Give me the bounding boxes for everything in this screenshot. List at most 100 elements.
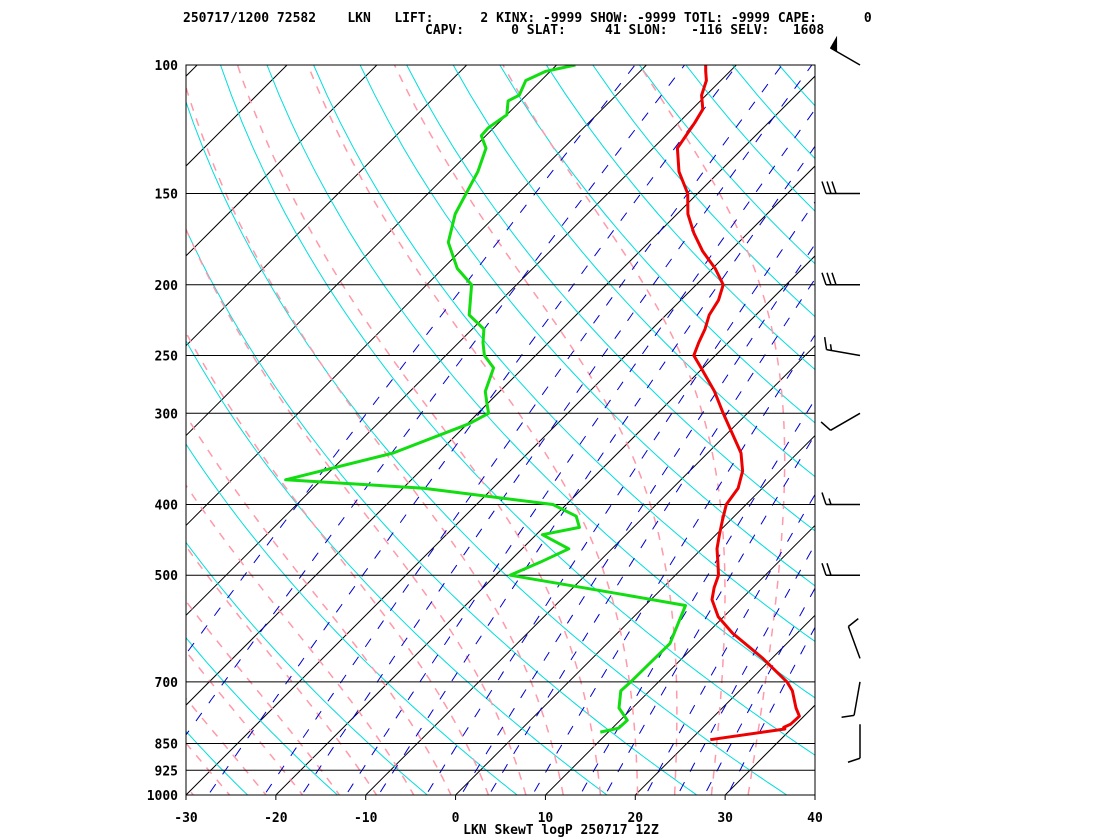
moist-adiabat-line	[638, 65, 786, 795]
moist-adiabat-line	[307, 65, 639, 795]
dry-adiabat-line	[965, 65, 1120, 811]
isotherm-line	[634, 614, 815, 795]
isotherm-line	[186, 65, 648, 527]
dewpoint-profile-line	[284, 65, 687, 734]
wind-barb-pennant	[829, 35, 838, 53]
x-tick-label: -10	[354, 811, 378, 826]
dry-adiabat-line	[545, 65, 815, 371]
isotherm-line	[275, 255, 815, 795]
wind-barb-feather	[847, 757, 861, 763]
mixing-ratio-line	[207, 65, 738, 795]
wind-barb-feather	[821, 492, 827, 505]
y-tick-label: 300	[155, 407, 179, 422]
dry-adiabat-line	[406, 65, 815, 532]
moist-adiabat-line	[186, 484, 415, 795]
wind-barb-feather	[820, 421, 832, 431]
wind-barbs	[820, 35, 861, 763]
wind-barb	[820, 412, 861, 431]
x-axis-ticks: -30 -20 -10 0 10 20 30 40	[174, 795, 823, 826]
wind-barb-feather	[826, 272, 832, 285]
wind-barb-feather	[847, 618, 859, 628]
dry-adiabat-line	[186, 339, 608, 795]
moist-adiabat-line	[186, 227, 527, 795]
wind-barb-feather	[831, 272, 837, 285]
isotherm-line	[186, 165, 815, 795]
wind-barb-staff	[826, 348, 861, 357]
moist-adiabat-line	[393, 65, 678, 795]
chart-title: LKN SkewT logP 250717 12Z	[463, 823, 659, 838]
isotherm-line	[186, 65, 558, 437]
dry-adiabat-line	[499, 65, 815, 424]
dry-adiabat-line	[186, 541, 429, 795]
wind-barb-feather	[821, 272, 827, 285]
isotherm-line	[724, 704, 815, 795]
mixing-ratio-line	[301, 65, 813, 795]
dry-adiabat-line	[872, 65, 1120, 811]
mixing-ratio-line	[488, 278, 815, 795]
x-tick-label: 10	[538, 811, 554, 826]
temperature-profile-line	[675, 65, 801, 742]
moist-adiabat-line	[0, 65, 171, 811]
moist-adiabat-line	[186, 85, 564, 795]
dry-adiabat-line	[186, 228, 698, 795]
moist-adiabat-line	[236, 65, 602, 795]
y-axis-ticks: 100 150 200 250 300 400 500 700 850 925 1000	[147, 59, 178, 804]
mixing-ratio-line	[703, 587, 815, 795]
dry-adiabat-line	[220, 65, 815, 756]
isotherm-line	[186, 65, 378, 257]
mixing-ratio-line	[531, 334, 815, 795]
mixing-ratio-line	[645, 493, 815, 795]
isobars	[186, 64, 815, 796]
dry-adiabat-line	[266, 65, 815, 699]
x-tick-label: 20	[627, 811, 643, 826]
isotherm-line	[544, 524, 815, 795]
x-tick-label: -20	[264, 811, 288, 826]
mixing-ratio-line	[425, 201, 815, 795]
mixing-ratio-line	[726, 626, 815, 795]
wind-barb	[847, 724, 861, 763]
mixing-ratio-line	[604, 433, 815, 795]
wind-barb	[821, 563, 860, 576]
wind-barb	[823, 336, 861, 357]
wind-barb	[829, 35, 861, 66]
y-tick-label: 400	[155, 499, 179, 514]
x-tick-label: -30	[174, 811, 198, 826]
mixing-ratio-line	[460, 243, 815, 795]
wind-barb-feather	[826, 563, 832, 576]
wind-barb-half-feather	[829, 344, 833, 351]
moist-adiabat-line	[186, 599, 341, 795]
isotherm-line	[186, 65, 737, 616]
y-tick-label: 925	[155, 764, 178, 779]
y-tick-label: 700	[155, 676, 179, 691]
wind-barb	[841, 681, 861, 719]
moist-adiabat-line	[502, 65, 726, 795]
moist-adiabat-line	[186, 650, 304, 795]
dry-adiabat-line	[919, 65, 1120, 811]
mixing-ratio-line	[377, 145, 815, 795]
isotherm-line	[186, 65, 468, 347]
mixing-ratio-line	[186, 65, 636, 655]
wind-barb-feather	[831, 181, 837, 194]
wind-barb	[821, 181, 860, 195]
header-line-2: CAPV: 0 SLAT: 41 SLON: -116 SELV: 1608	[425, 23, 824, 38]
moist-adiabat-line	[186, 414, 452, 795]
dry-adiabat-line	[826, 65, 1120, 811]
y-tick-label: 250	[155, 349, 179, 364]
dry-adiabat-line	[638, 65, 815, 265]
isotherm-line	[186, 65, 198, 77]
y-tick-label: 100	[155, 59, 179, 74]
moist-adiabat-line	[186, 697, 267, 795]
dry-adiabat-line	[452, 65, 815, 478]
y-tick-label: 150	[155, 188, 179, 203]
y-tick-label: 200	[155, 279, 179, 294]
wind-barb	[821, 492, 860, 506]
mixing-ratio-line	[186, 65, 685, 736]
isotherm-line	[186, 75, 815, 706]
dry-adiabat-line	[359, 65, 815, 587]
dry-adiabat-line	[685, 65, 815, 212]
x-tick-label: 30	[717, 811, 733, 826]
dry-adiabat-line	[186, 443, 518, 795]
moist-adiabat-line	[186, 785, 195, 795]
mixing-ratio-line	[579, 398, 815, 795]
